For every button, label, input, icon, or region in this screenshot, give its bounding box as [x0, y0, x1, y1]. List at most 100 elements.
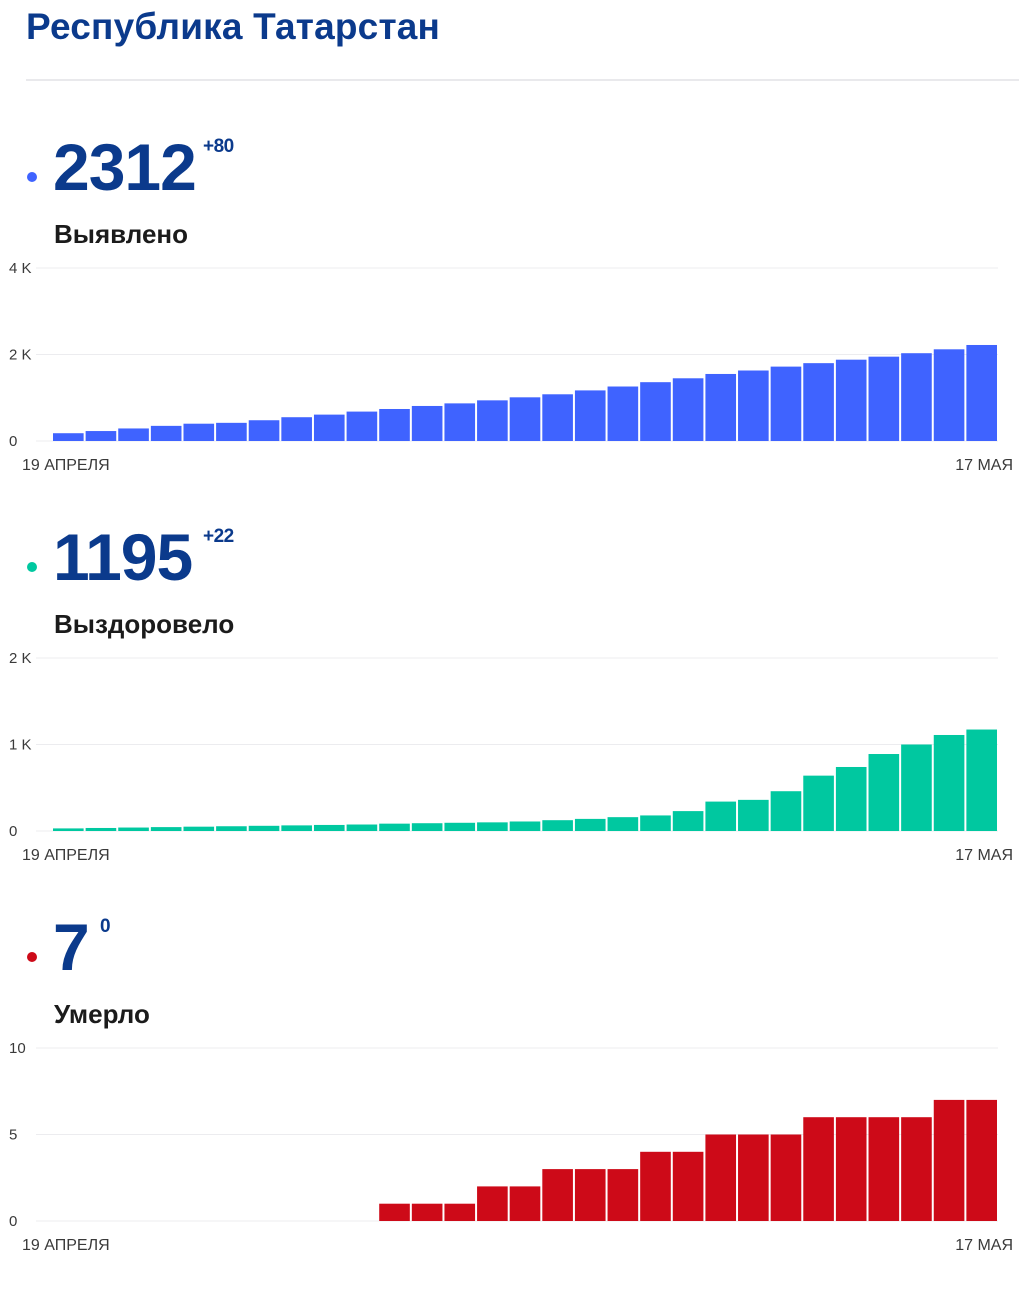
y-tick-label: 10: [9, 1040, 26, 1057]
bar: [183, 423, 215, 441]
bar: [738, 1134, 769, 1221]
delta-value: +22: [203, 526, 234, 547]
y-tick-label: 1 K: [9, 737, 32, 754]
bar: [672, 811, 704, 831]
section-detected: 2312 +80 Выявлено 0 2 K 4 K 19 АПРЕЛЯ 17 МАЯ: [0, 130, 1028, 520]
bar: [411, 1203, 443, 1221]
bar: [770, 366, 802, 441]
series-dot: [27, 172, 37, 182]
bar: [542, 1169, 573, 1221]
y-tick-label: 5: [9, 1127, 17, 1144]
bar: [477, 400, 508, 441]
bar-chart-detected: 0 2 K 4 K 19 АПРЕЛЯ 17 МАЯ: [9, 260, 1013, 474]
bar: [281, 417, 312, 441]
x-tick-label-start: 19 АПРЕЛЯ: [22, 1237, 110, 1254]
bar: [607, 1169, 639, 1221]
metric-label: Умерло: [54, 999, 150, 1029]
bar: [379, 1203, 410, 1221]
bar: [574, 1169, 606, 1221]
bar: [313, 824, 345, 831]
bar: [477, 1186, 508, 1221]
bar: [868, 1117, 900, 1221]
section-deaths: 7 0 Умерло 0 5 10 19 АПРЕЛЯ 17 МАЯ: [0, 910, 1028, 1300]
y-tick-label: 4 K: [9, 260, 32, 277]
y-tick-label: 0: [9, 433, 17, 450]
bar: [640, 1151, 671, 1221]
bar: [705, 801, 737, 831]
bar: [542, 394, 573, 441]
bar: [53, 433, 84, 441]
bar: [53, 828, 84, 831]
bar: [803, 363, 834, 441]
bar: [574, 390, 606, 441]
x-tick-label-end: 17 МАЯ: [955, 847, 1013, 864]
bar: [477, 822, 508, 831]
y-tick-label: 2 K: [9, 347, 32, 364]
bar: [640, 815, 671, 831]
bar: [444, 403, 476, 441]
total-value: 7: [53, 910, 90, 984]
bar: [901, 353, 932, 441]
bar: [509, 821, 541, 831]
bar: [248, 420, 280, 441]
bar: [933, 349, 965, 441]
bar: [281, 825, 312, 831]
bar: [118, 428, 149, 441]
total-value: 2312: [53, 130, 197, 204]
bar: [835, 1117, 867, 1221]
bar: [705, 1134, 737, 1221]
metric-label: Выявлено: [54, 219, 189, 249]
bar: [444, 1203, 476, 1221]
bar: [868, 754, 900, 831]
bar: [901, 1117, 932, 1221]
bar-chart-deaths: 0 5 10 19 АПРЕЛЯ 17 МАЯ: [9, 1040, 1013, 1254]
bar: [672, 378, 704, 441]
bar: [933, 1099, 965, 1221]
bar: [966, 1099, 997, 1221]
bar: [770, 791, 802, 831]
bar: [346, 411, 378, 441]
bar: [738, 370, 769, 441]
bar: [607, 386, 639, 441]
bar: [574, 818, 606, 831]
x-tick-label-end: 17 МАЯ: [955, 457, 1013, 474]
bar: [216, 422, 247, 441]
bar: [542, 820, 573, 831]
bar: [933, 734, 965, 831]
delta-value: +80: [203, 136, 234, 157]
bar: [313, 414, 345, 441]
bar-chart-recovered: 0 1 K 2 K 19 АПРЕЛЯ 17 МАЯ: [9, 650, 1013, 864]
bar: [150, 425, 182, 441]
bar: [85, 827, 117, 831]
bar: [705, 373, 737, 441]
bar: [835, 359, 867, 441]
y-tick-label: 0: [9, 823, 17, 840]
series-dot: [27, 952, 37, 962]
bar: [672, 1151, 704, 1221]
bar: [150, 827, 182, 831]
total-value: 1195: [53, 520, 193, 594]
y-tick-label: 2 K: [9, 650, 32, 667]
bar: [216, 826, 247, 831]
section-recovered: 1195 +22 Выздоровело 0 1 K 2 K 19 АПРЕЛЯ 17 …: [0, 520, 1028, 910]
bar: [966, 729, 997, 831]
bar: [607, 817, 639, 831]
bar: [835, 766, 867, 831]
bar: [411, 823, 443, 831]
bar: [803, 775, 834, 831]
page-title: Республика Татарстан: [26, 6, 441, 47]
y-tick-label: 0: [9, 1213, 17, 1230]
bar: [640, 382, 671, 441]
bar: [444, 822, 476, 831]
bar: [379, 823, 410, 831]
series-dot: [27, 562, 37, 572]
bar: [966, 344, 997, 441]
metric-label: Выздоровело: [54, 609, 235, 639]
bar: [868, 356, 900, 441]
bar: [509, 1186, 541, 1221]
x-tick-label-start: 19 АПРЕЛЯ: [22, 457, 110, 474]
delta-value: 0: [100, 916, 111, 937]
x-tick-label-start: 19 АПРЕЛЯ: [22, 847, 110, 864]
bar: [509, 397, 541, 441]
bar: [901, 744, 932, 831]
